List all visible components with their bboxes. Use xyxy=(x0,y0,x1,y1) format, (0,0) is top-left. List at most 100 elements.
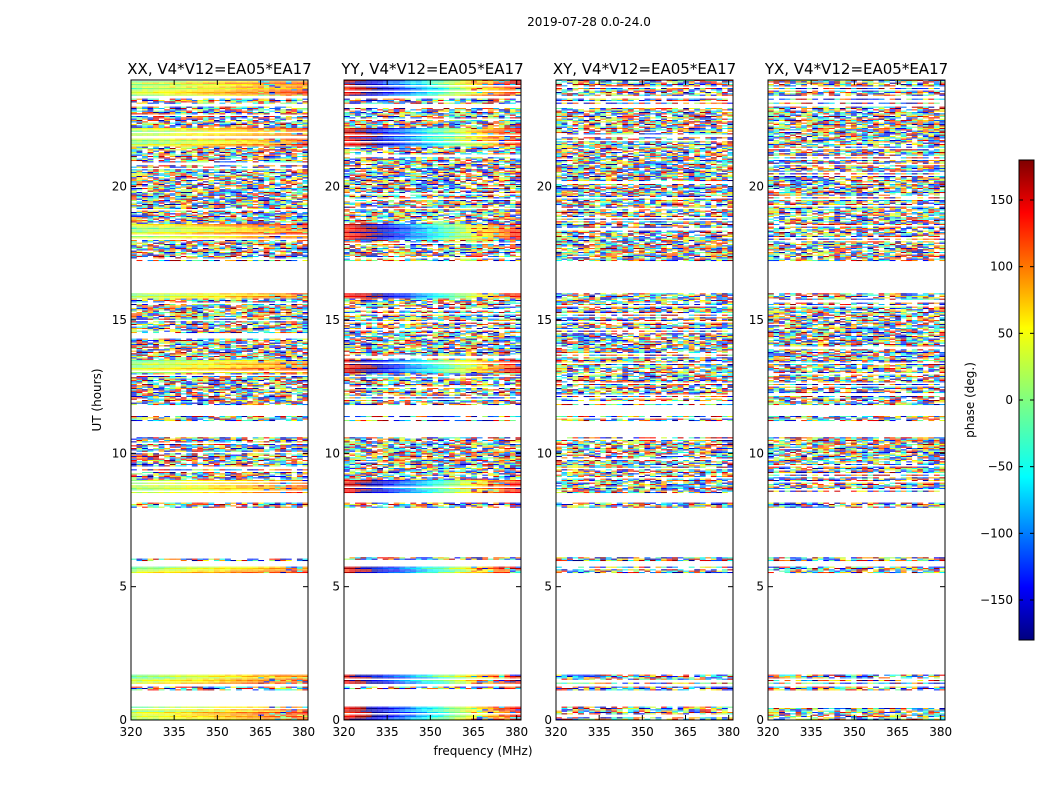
heatmap-cell xyxy=(242,477,248,478)
heatmap-cell xyxy=(220,707,226,708)
heatmap-cell xyxy=(131,676,137,677)
heatmap-cell xyxy=(159,472,165,473)
panel-1-heatmap xyxy=(131,81,308,719)
heatmap-cell xyxy=(203,507,209,508)
heatmap-cell xyxy=(275,707,281,708)
heatmap-cell xyxy=(225,492,231,493)
heatmap-cell xyxy=(148,707,154,708)
heatmap-cell xyxy=(192,688,198,689)
heatmap-cell xyxy=(164,480,170,481)
heatmap-cell xyxy=(203,688,209,689)
heatmap-cell xyxy=(236,480,242,481)
heatmap-cell xyxy=(302,681,308,682)
heatmap-cell xyxy=(192,707,198,708)
heatmap-cell xyxy=(181,479,187,480)
heatmap-cell xyxy=(164,503,170,504)
heatmap-cell xyxy=(197,475,203,476)
heatmap-cell xyxy=(236,676,242,677)
heatmap-cell xyxy=(291,680,297,681)
heatmap-cell xyxy=(148,713,154,714)
heatmap-cell xyxy=(208,472,214,473)
heatmap-cell xyxy=(148,689,154,690)
heatmap-cell xyxy=(203,572,209,573)
heatmap-cell xyxy=(280,485,286,486)
heatmap-cell xyxy=(181,712,187,713)
heatmap-cell xyxy=(264,485,270,486)
heatmap-cell xyxy=(214,483,220,484)
heatmap-cell xyxy=(280,559,286,560)
heatmap-cell xyxy=(175,715,181,716)
heatmap-cell xyxy=(192,715,198,716)
heatmap-cell xyxy=(153,679,159,680)
heatmap-cell xyxy=(258,715,264,716)
heatmap-cell xyxy=(175,488,181,489)
heatmap-cell xyxy=(253,569,259,570)
heatmap-cell xyxy=(225,504,231,505)
heatmap-cell xyxy=(220,469,226,470)
heatmap-cell xyxy=(197,716,203,717)
heatmap-cell xyxy=(159,680,165,681)
heatmap-cell xyxy=(181,683,187,684)
heatmap-cell xyxy=(280,688,286,689)
heatmap-cell xyxy=(225,569,231,570)
heatmap-cell xyxy=(208,683,214,684)
heatmap-cell xyxy=(264,711,270,712)
heatmap-cell xyxy=(142,492,148,493)
heatmap-cell xyxy=(181,676,187,677)
heatmap-cell xyxy=(258,711,264,712)
heatmap-cell xyxy=(275,683,281,684)
heatmap-cell xyxy=(269,503,275,504)
heatmap-cell xyxy=(225,716,231,717)
heatmap-cell xyxy=(170,568,176,569)
heatmap-cell xyxy=(159,507,165,508)
heatmap-cell xyxy=(220,507,226,508)
heatmap-cell xyxy=(302,676,308,677)
heatmap-cell xyxy=(275,483,281,484)
heatmap-cell xyxy=(242,487,248,488)
heatmap-cell xyxy=(131,709,137,710)
heatmap-cell xyxy=(131,716,137,717)
heatmap-cell xyxy=(164,675,170,676)
heatmap-cell xyxy=(170,687,176,688)
heatmap-cell xyxy=(164,715,170,716)
heatmap-cell xyxy=(280,572,286,573)
heatmap-cell xyxy=(208,488,214,489)
heatmap-cell xyxy=(302,483,308,484)
heatmap-cell xyxy=(242,709,248,710)
heatmap-cell xyxy=(170,717,176,718)
heatmap-cell xyxy=(131,559,137,560)
heatmap-cell xyxy=(242,716,248,717)
heatmap-cell xyxy=(148,507,154,508)
heatmap-cell xyxy=(137,503,143,504)
heatmap-cell xyxy=(186,713,192,714)
heatmap-cell xyxy=(247,571,253,572)
heatmap-cell xyxy=(197,503,203,504)
heatmap-cell xyxy=(225,713,231,714)
heatmap-cell xyxy=(297,709,303,710)
heatmap-cell xyxy=(197,568,203,569)
heatmap-cell xyxy=(280,507,286,508)
heatmap-cell xyxy=(280,711,286,712)
heatmap-cell xyxy=(291,717,297,718)
heatmap-cell xyxy=(208,713,214,714)
heatmap-cell xyxy=(242,492,248,493)
heatmap-cell xyxy=(275,688,281,689)
heatmap-cell xyxy=(269,683,275,684)
heatmap-cell xyxy=(137,711,143,712)
heatmap-cell xyxy=(181,476,187,477)
heatmap-cell xyxy=(269,559,275,560)
heatmap-cell xyxy=(203,472,209,473)
heatmap-cell xyxy=(142,679,148,680)
heatmap-cell xyxy=(220,492,226,493)
heatmap-cell xyxy=(286,489,292,490)
heatmap-cell xyxy=(159,715,165,716)
heatmap-cell xyxy=(159,712,165,713)
heatmap-cell xyxy=(242,683,248,684)
heatmap-cell xyxy=(197,488,203,489)
heatmap-cell xyxy=(297,485,303,486)
heatmap-cell xyxy=(197,472,203,473)
heatmap-cell xyxy=(253,712,259,713)
heatmap-cell xyxy=(291,711,297,712)
heatmap-cell xyxy=(192,677,198,678)
heatmap-cell xyxy=(275,675,281,676)
